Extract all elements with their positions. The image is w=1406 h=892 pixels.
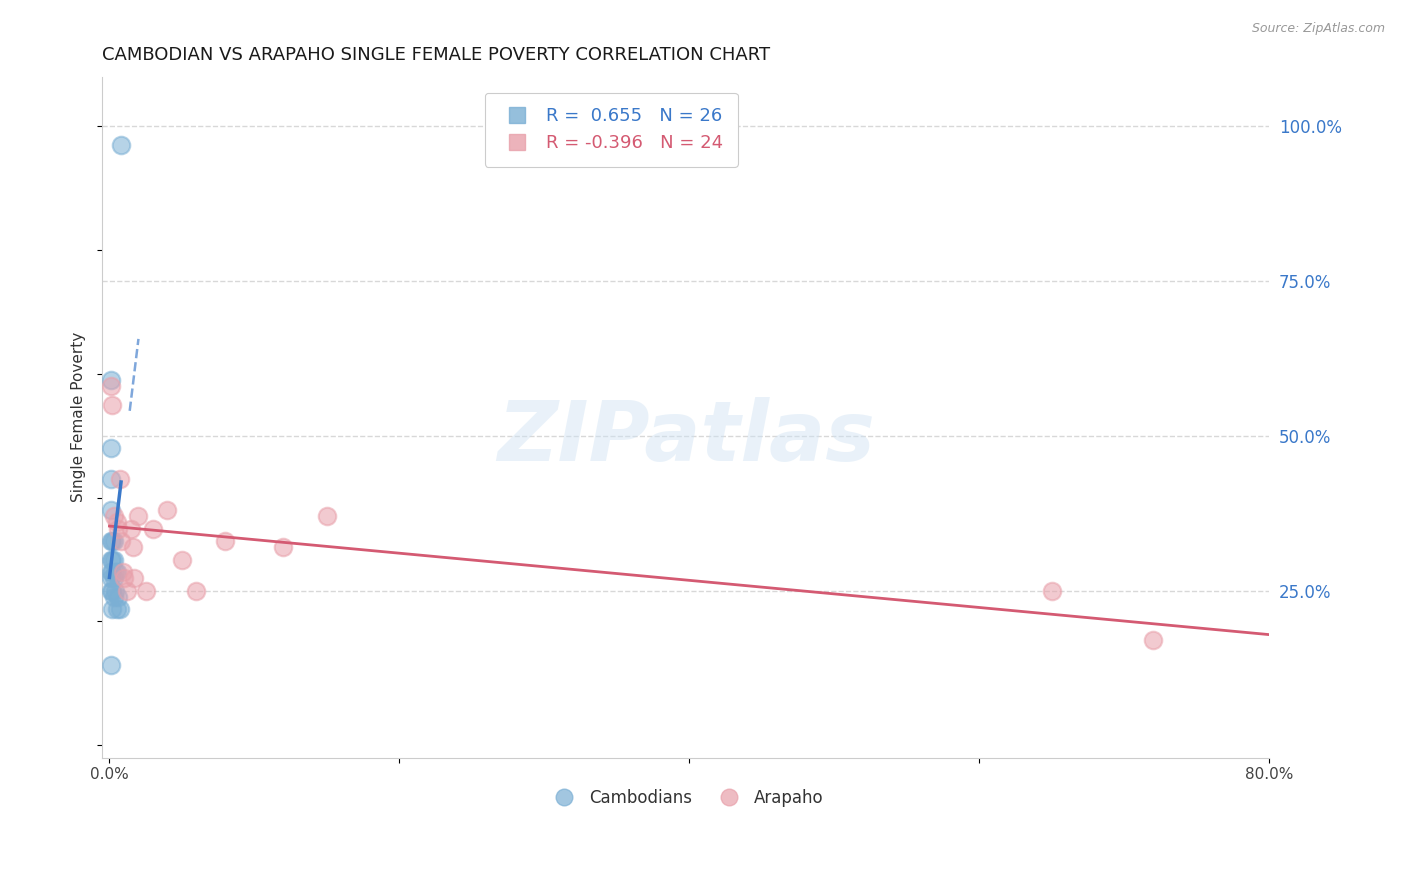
Legend: Cambodians, Arapaho: Cambodians, Arapaho (541, 782, 831, 814)
Point (101, 583, 124, 598)
Point (108, 602, 131, 616)
Text: CAMBODIAN VS ARAPAHO SINGLE FEMALE POVERTY CORRELATION CHART: CAMBODIAN VS ARAPAHO SINGLE FEMALE POVER… (103, 46, 770, 64)
Point (142, 522, 165, 536)
Point (1040, 583, 1063, 598)
Point (170, 552, 193, 566)
Point (100, 503, 122, 517)
Point (104, 565, 127, 579)
Point (156, 503, 179, 517)
Point (214, 534, 236, 549)
Point (101, 602, 124, 616)
Point (101, 534, 124, 549)
Point (101, 398, 124, 412)
Text: Source: ZipAtlas.com: Source: ZipAtlas.com (1251, 22, 1385, 36)
Point (135, 583, 157, 598)
Point (100, 534, 122, 549)
Point (100, 565, 122, 579)
Point (315, 509, 337, 524)
Y-axis label: Single Female Poverty: Single Female Poverty (72, 332, 86, 502)
Point (105, 602, 128, 616)
Point (105, 565, 128, 579)
Point (112, 571, 135, 585)
Point (100, 552, 122, 566)
Point (100, 379, 122, 393)
Point (100, 373, 122, 387)
Point (101, 552, 124, 566)
Point (101, 565, 124, 579)
Point (107, 590, 129, 604)
Point (100, 472, 122, 486)
Point (100, 657, 122, 672)
Point (121, 540, 143, 554)
Point (273, 540, 295, 554)
Point (186, 583, 208, 598)
Point (100, 571, 122, 585)
Point (105, 516, 128, 530)
Point (103, 534, 125, 549)
Point (115, 583, 138, 598)
Point (127, 509, 149, 524)
Text: ZIPatlas: ZIPatlas (496, 397, 875, 478)
Point (110, 534, 132, 549)
Point (108, 472, 131, 486)
Point (100, 441, 122, 455)
Point (111, 565, 134, 579)
Point (107, 522, 129, 536)
Point (122, 571, 145, 585)
Point (100, 583, 122, 598)
Point (103, 590, 125, 604)
Point (1142, 633, 1164, 648)
Point (110, 138, 132, 153)
Point (103, 552, 125, 566)
Point (104, 583, 127, 598)
Point (120, 522, 142, 536)
Point (103, 571, 125, 585)
Point (103, 509, 125, 524)
